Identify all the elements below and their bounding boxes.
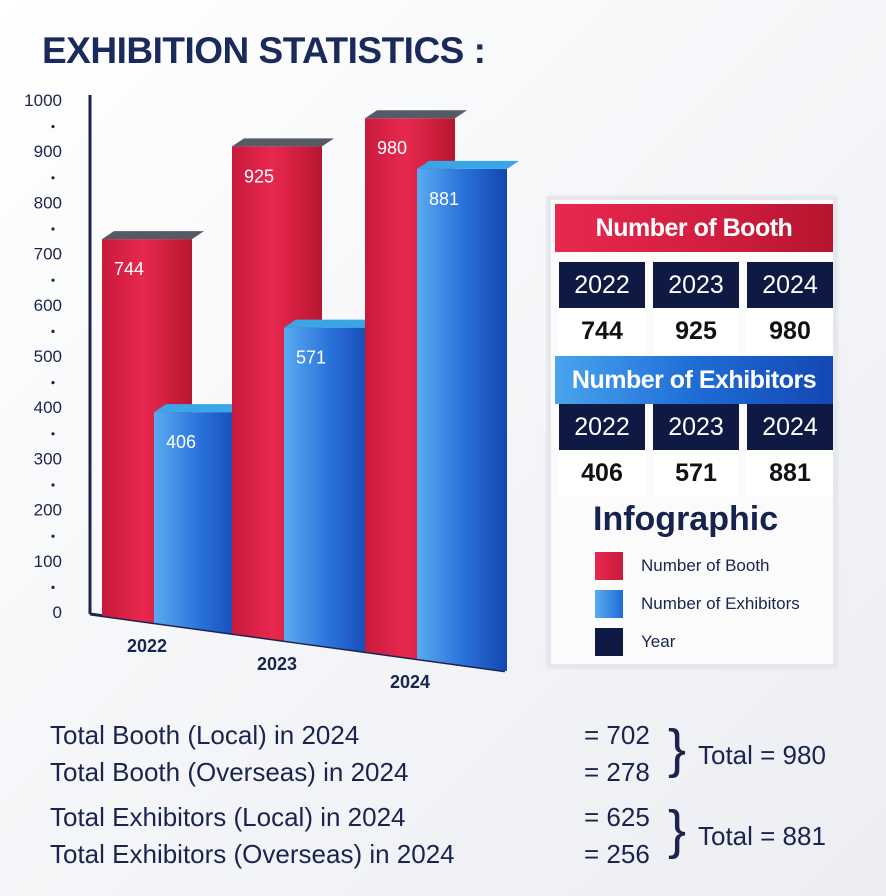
exhibitor-bar-top <box>154 404 256 413</box>
legend-swatch-red <box>595 552 623 580</box>
x-category-label: 2023 <box>257 654 297 674</box>
legend-label: Number of Exhibitors <box>641 594 800 613</box>
exhibitor-bar-top <box>284 319 386 328</box>
legend-label: Number of Booth <box>641 556 770 575</box>
booth-value-label: 980 <box>377 138 407 158</box>
exhibitor-value-row: 406 571 881 <box>559 450 835 496</box>
x-category-label: 2024 <box>390 672 430 692</box>
legend-item-exhibitors: Number of Exhibitors <box>595 589 800 619</box>
exhibitor-bar <box>284 327 374 653</box>
exhibitors-total: Total = 881 <box>698 821 826 851</box>
exhibitor-year-row: 2022 2023 2024 <box>559 404 835 450</box>
y-tick-dot <box>51 381 55 385</box>
y-tick-label: 0 <box>53 603 62 622</box>
exhibitor-value-cell: 406 <box>559 450 645 496</box>
exhibitor-value-cell: 571 <box>653 450 739 496</box>
exhibitor-bar <box>417 168 507 672</box>
booth-value-row: 744 925 980 <box>559 308 835 354</box>
booth-year-cell: 2022 <box>559 262 645 308</box>
legend-label: Year <box>641 632 676 651</box>
legend-swatch-blue <box>595 590 623 618</box>
legend-item-year: Year <box>595 627 675 657</box>
booth-local-label: Total Booth (Local) in 2024 <box>50 720 360 750</box>
booth-value-cell: 925 <box>653 308 739 354</box>
exhibitor-bar <box>154 412 244 636</box>
stats-panel: Number of Booth 2022 2023 2024 744 925 9… <box>547 196 837 668</box>
exhibitor-value-label: 406 <box>166 432 196 452</box>
y-tick-label: 100 <box>34 552 62 571</box>
y-tick-dot <box>51 278 55 282</box>
y-tick-dot <box>51 585 55 590</box>
booth-overseas-value: = 278 <box>584 757 650 787</box>
booth-local-value: = 702 <box>584 720 650 750</box>
page-title: EXHIBITION STATISTICS : <box>42 30 486 71</box>
y-tick-label: 700 <box>34 245 62 264</box>
booth-bar-top <box>102 231 204 240</box>
booth-value-cell: 744 <box>559 308 645 354</box>
booth-value-label: 744 <box>114 259 144 279</box>
booth-year-row: 2022 2023 2024 <box>559 262 835 308</box>
exhibitor-year-cell: 2024 <box>747 404 833 450</box>
y-tick-dot <box>51 329 55 333</box>
exhibitors-local-value: = 625 <box>584 802 650 832</box>
y-tick-label: 800 <box>34 193 62 212</box>
y-tick-dot <box>51 534 55 538</box>
booth-value-label: 925 <box>244 166 274 186</box>
y-tick-label: 600 <box>34 296 62 315</box>
booth-bar-top <box>232 138 334 147</box>
exhibitors-overseas-label: Total Exhibitors (Overseas) in 2024 <box>50 839 455 869</box>
y-tick-dot <box>51 176 55 180</box>
y-tick-dot <box>51 483 55 487</box>
exhibitor-value-label: 571 <box>296 348 326 368</box>
booth-header: Number of Booth <box>555 204 833 252</box>
booth-brace-icon: } <box>668 719 687 779</box>
booth-year-cell: 2024 <box>747 262 833 308</box>
y-tick-label: 400 <box>34 398 62 417</box>
y-tick-label: 300 <box>34 449 62 468</box>
exhibitors-overseas-value: = 256 <box>584 839 650 869</box>
y-tick-label: 200 <box>34 501 62 520</box>
booth-value-cell: 980 <box>747 308 833 354</box>
exhibitor-year-cell: 2022 <box>559 404 645 450</box>
y-tick-dot <box>51 227 55 231</box>
y-tick-label: 900 <box>34 142 62 161</box>
y-tick-dot <box>51 125 55 129</box>
y-tick-dot <box>51 432 55 436</box>
booth-total: Total = 980 <box>698 740 826 770</box>
exhibitor-value-label: 881 <box>429 189 459 209</box>
bar-chart: 0 100 200 300 400 500 600 700 800 900 1000 744 406 2… <box>24 91 519 692</box>
exhibitor-header: Number of Exhibitors <box>555 356 833 404</box>
exhibitors-brace-icon: } <box>668 800 687 860</box>
x-category-label: 2022 <box>127 636 167 656</box>
legend-swatch-navy <box>595 628 623 656</box>
y-tick-label: 500 <box>34 347 62 366</box>
booth-overseas-label: Total Booth (Overseas) in 2024 <box>50 757 409 787</box>
y-tick-label: 1000 <box>24 91 62 110</box>
booth-year-cell: 2023 <box>653 262 739 308</box>
exhibitor-year-cell: 2023 <box>653 404 739 450</box>
exhibitor-value-cell: 881 <box>747 450 833 496</box>
legend-item-booth: Number of Booth <box>595 551 770 581</box>
booth-bar-top <box>365 110 467 119</box>
legend-title: Infographic <box>593 500 779 538</box>
exhibitor-bar-top <box>417 160 519 169</box>
exhibitors-local-label: Total Exhibitors (Local) in 2024 <box>50 802 406 832</box>
